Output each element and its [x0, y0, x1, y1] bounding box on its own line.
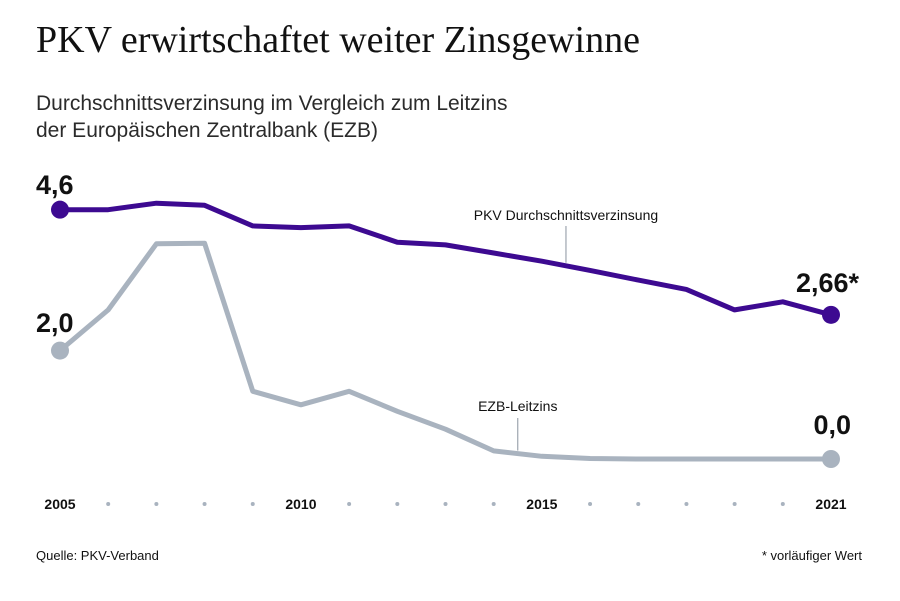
x-axis: 2005 2010 2015 2021 — [44, 496, 846, 512]
x-tick-dot-2009 — [250, 502, 255, 506]
ezb-series-label: EZB-Leitzins — [478, 398, 557, 414]
x-tick-dot-2017 — [636, 502, 641, 506]
x-tick-dot-2016 — [588, 502, 593, 506]
subtitle-line-1: Durchschnittsverzinsung im Vergleich zum… — [36, 92, 508, 115]
pkv-start-value-label: 4,6 — [36, 170, 74, 200]
x-tick-label-2015: 2015 — [526, 496, 557, 512]
x-tick-dot-2011 — [347, 502, 352, 506]
ezb-start-marker — [51, 341, 69, 360]
x-tick-dot-2014 — [491, 502, 496, 506]
annotations: 4,6 2,66* PKV Durchschnittsverzinsung 2,0 0,… — [36, 170, 859, 451]
x-tick-dot-2008 — [202, 502, 207, 506]
series-ezb — [51, 240, 840, 468]
x-tick-dot-2007 — [154, 502, 159, 506]
x-tick-dot-2006 — [106, 502, 111, 506]
chart-subtitle: Durchschnittsverzinsung im Vergleich zum… — [36, 90, 736, 144]
pkv-end-marker — [822, 305, 840, 324]
x-tick-dot-2013 — [443, 502, 448, 506]
footnote: * vorläufiger Wert — [761, 548, 862, 563]
pkv-start-marker — [51, 200, 69, 219]
pkv-line — [57, 200, 834, 318]
ezb-end-marker — [822, 450, 840, 468]
x-tick-dot-2020 — [780, 502, 785, 506]
pkv-series-label: PKV Durchschnittsverzinsung — [474, 207, 658, 223]
x-tick-dot-2019 — [732, 502, 737, 506]
ezb-start-value-label: 2,0 — [36, 308, 74, 338]
x-tick-label-2021: 2021 — [815, 496, 846, 512]
pkv-end-value-label: 2,66* — [796, 268, 860, 298]
x-tick-label-2005: 2005 — [44, 496, 75, 512]
source-note: Quelle: PKV-Verband — [36, 548, 159, 563]
series-pkv — [51, 200, 840, 324]
x-tick-dot-2012 — [395, 502, 400, 506]
ezb-end-value-label: 0,0 — [813, 410, 851, 440]
subtitle-line-2: der Europäischen Zentralbank (EZB) — [36, 119, 378, 142]
x-tick-dot-2018 — [684, 502, 689, 506]
ezb-line — [57, 240, 834, 462]
chart-title: PKV erwirtschaftet weiter Zinsgewinne — [36, 19, 640, 61]
x-tick-label-2010: 2010 — [285, 496, 316, 512]
